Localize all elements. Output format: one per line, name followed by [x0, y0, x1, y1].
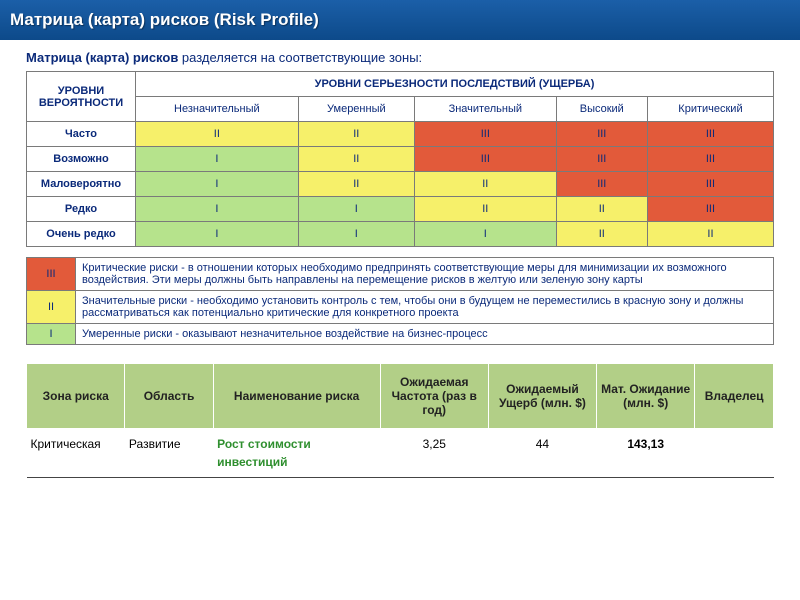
matrix-col-0: Незначительный — [136, 97, 299, 122]
matrix-col-1: Умеренный — [298, 97, 414, 122]
matrix-col-2: Значительный — [414, 97, 556, 122]
matrix-cell: III — [414, 122, 556, 147]
summary-h-freq: Ожидаемая Частота (раз в год) — [380, 364, 488, 429]
matrix-cell: II — [556, 222, 647, 247]
matrix-col-3: Высокий — [556, 97, 647, 122]
matrix-row: МаловероятноIIIIIIIIIII — [27, 172, 774, 197]
matrix-column-headers: Незначительный Умеренный Значительный Вы… — [27, 97, 774, 122]
matrix-cell: II — [647, 222, 773, 247]
legend-row: IIЗначительные риски - необходимо устано… — [27, 291, 774, 324]
summary-area: Развитие — [125, 429, 213, 478]
matrix-side-header: УРОВНИ ВЕРОЯТНОСТИ — [27, 72, 136, 122]
matrix-cell: III — [556, 147, 647, 172]
title-banner: Матрица (карта) рисков (Risk Profile) — [0, 0, 800, 40]
matrix-row: РедкоIIIIIIIII — [27, 197, 774, 222]
matrix-cell: I — [298, 197, 414, 222]
matrix-cell: I — [136, 172, 299, 197]
matrix-cell: II — [414, 172, 556, 197]
legend-table: IIIКритические риски - в отношении котор… — [26, 257, 774, 345]
matrix-cell: III — [647, 122, 773, 147]
subtitle-rest: разделяется на соответствующие зоны: — [178, 50, 422, 65]
legend-marker: III — [27, 258, 76, 291]
summary-h-zone: Зона риска — [27, 364, 125, 429]
matrix-cell: III — [414, 147, 556, 172]
matrix-col-4: Критический — [647, 97, 773, 122]
matrix-cell: I — [414, 222, 556, 247]
matrix-row-label: Часто — [27, 122, 136, 147]
matrix-row-label: Возможно — [27, 147, 136, 172]
matrix-cell: II — [298, 122, 414, 147]
page-title: Матрица (карта) рисков (Risk Profile) — [10, 10, 319, 30]
subtitle-bold: Матрица (карта) рисков — [26, 50, 178, 65]
summary-h-name: Наименование риска — [213, 364, 380, 429]
summary-h-expect: Мат. Ожидание (млн. $) — [597, 364, 695, 429]
legend-row: IУмеренные риски - оказывают незначитель… — [27, 324, 774, 345]
legend-row: IIIКритические риски - в отношении котор… — [27, 258, 774, 291]
summary-h-area: Область — [125, 364, 213, 429]
matrix-cell: III — [647, 197, 773, 222]
matrix-row-label: Очень редко — [27, 222, 136, 247]
matrix-cell: I — [136, 222, 299, 247]
legend-text: Умеренные риски - оказывают незначительн… — [76, 324, 774, 345]
summary-freq: 3,25 — [380, 429, 488, 478]
content: Матрица (карта) рисков разделяется на со… — [0, 40, 800, 478]
summary-damage: 44 — [488, 429, 596, 478]
matrix-cell: III — [647, 147, 773, 172]
summary-data-row: Критическая Развитие Рост стоимости инве… — [27, 429, 774, 478]
summary-h-owner: Владелец — [695, 364, 774, 429]
matrix-cell: III — [556, 172, 647, 197]
summary-name: Рост стоимости инвестиций — [213, 429, 380, 478]
matrix-row: ЧастоIIIIIIIIIIIII — [27, 122, 774, 147]
matrix-row: ВозможноIIIIIIIIIIII — [27, 147, 774, 172]
risk-matrix-table: УРОВНИ ВЕРОЯТНОСТИ УРОВНИ СЕРЬЕЗНОСТИ ПО… — [26, 71, 774, 247]
matrix-cell: III — [647, 172, 773, 197]
matrix-cell: III — [556, 122, 647, 147]
matrix-cell: I — [136, 147, 299, 172]
legend-text: Критические риски - в отношении которых … — [76, 258, 774, 291]
matrix-cell: II — [298, 147, 414, 172]
matrix-cell: I — [136, 197, 299, 222]
matrix-row-label: Маловероятно — [27, 172, 136, 197]
matrix-cell: II — [298, 172, 414, 197]
summary-zone: Критическая — [27, 429, 125, 478]
matrix-row: Очень редкоIIIIIII — [27, 222, 774, 247]
matrix-top-header: УРОВНИ СЕРЬЕЗНОСТИ ПОСЛЕДСТВИЙ (УЩЕРБА) — [136, 72, 774, 97]
summary-table: Зона риска Область Наименование риска Ож… — [26, 363, 774, 478]
matrix-cell: II — [414, 197, 556, 222]
summary-expect: 143,13 — [597, 429, 695, 478]
matrix-cell: II — [136, 122, 299, 147]
summary-header-row: Зона риска Область Наименование риска Ож… — [27, 364, 774, 429]
legend-text: Значительные риски - необходимо установи… — [76, 291, 774, 324]
summary-owner — [695, 429, 774, 478]
matrix-row-label: Редко — [27, 197, 136, 222]
matrix-cell: I — [298, 222, 414, 247]
summary-h-damage: Ожидаемый Ущерб (млн. $) — [488, 364, 596, 429]
matrix-cell: II — [556, 197, 647, 222]
legend-marker: II — [27, 291, 76, 324]
subtitle: Матрица (карта) рисков разделяется на со… — [26, 50, 774, 65]
legend-marker: I — [27, 324, 76, 345]
